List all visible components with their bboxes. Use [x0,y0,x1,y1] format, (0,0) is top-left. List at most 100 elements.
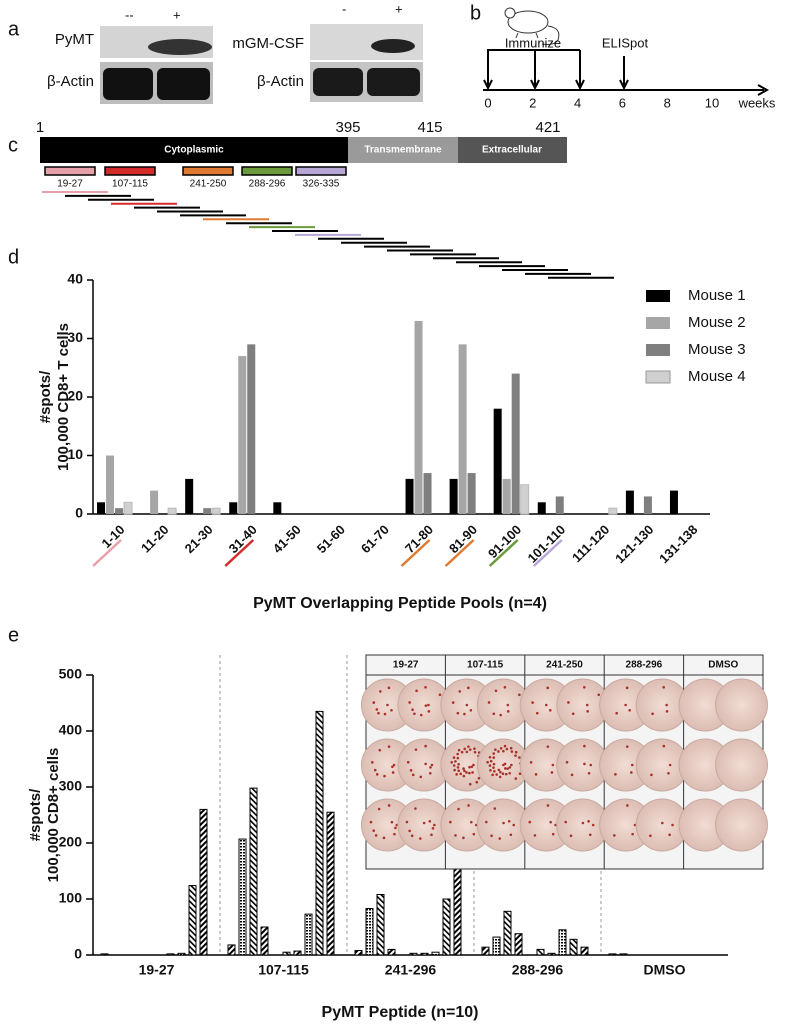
inset-header: 19-27 [393,660,419,671]
spot [467,804,470,807]
spot [489,759,493,763]
bar [420,952,429,956]
spot [472,832,476,836]
spot [554,823,557,827]
epitope [295,166,347,176]
spot [458,690,462,693]
spot [583,685,586,689]
epitope-label: 19-27 [57,179,83,190]
spot [531,701,534,704]
spot [428,819,432,823]
spot [505,747,509,751]
spot [415,689,418,693]
spot [628,708,631,712]
bar [273,502,282,514]
spot [374,834,378,837]
spot [428,771,432,775]
spot [498,775,502,779]
spot [668,833,671,837]
bar [511,373,520,514]
spot [369,820,373,824]
spot [462,767,465,770]
spot [518,772,522,776]
x-tick-label: 51-60 [314,522,348,556]
spot [508,771,511,775]
spot [583,762,586,766]
legend-label: Mouse 2 [688,314,746,331]
spot [424,704,428,707]
spot [414,807,417,810]
spot [650,773,653,777]
category-underline [400,539,431,567]
spot [487,701,491,704]
bar [467,473,476,514]
y-tick-label: 500 [59,666,83,682]
epitope-label: 107-115 [112,179,148,190]
x-tick-label: 131-138 [656,522,700,566]
bar [547,952,556,956]
position-label: 421 [535,119,560,136]
spot [493,807,497,810]
bar [608,507,618,515]
bar [619,953,628,956]
legend-swatch [646,317,670,329]
spot [457,762,460,766]
spot [470,820,473,824]
spot [414,748,418,751]
bar [354,950,363,956]
x-tick-label: 121-130 [612,522,656,566]
inset-header: 288-296 [626,660,663,671]
spot [512,823,516,827]
spot [475,780,479,784]
spot [546,804,550,807]
legend-label: Mouse 4 [688,368,746,385]
bar [442,898,451,956]
domain [348,137,458,163]
spot [377,711,380,715]
panel-label: c [8,134,18,156]
epitope-label: 326-335 [303,179,340,190]
bar [414,320,423,514]
y-axis-label: #spots/ [37,370,54,423]
spot [499,746,503,750]
spot [492,766,495,769]
spot [510,750,514,753]
spot [544,703,548,707]
tick-label: 10 [705,95,719,110]
spot [506,703,510,707]
spot [462,836,465,840]
event-label: Immunize [505,35,561,50]
bar [227,944,236,956]
spot [485,820,488,824]
spot [406,760,410,764]
spot [492,756,496,759]
bar [97,502,106,514]
spot [451,701,455,704]
spot [471,771,474,774]
spot [452,764,456,767]
spot [587,819,590,823]
spot [518,693,521,697]
spot [667,771,670,775]
epitope [104,166,156,176]
bar [643,496,652,514]
spot [649,834,652,838]
tick-label: 8 [664,95,671,110]
y-tick-label: 0 [74,946,82,962]
spot [450,761,454,764]
spot [665,703,668,707]
legend-swatch [646,344,670,356]
well [715,738,769,792]
x-tick-label: 19-27 [139,962,175,978]
spot [469,708,473,712]
y-tick-label: 20 [67,388,83,404]
spot [394,826,397,830]
bar [167,507,177,515]
spot [534,773,538,776]
bar [376,894,385,956]
spot [503,744,507,748]
bar [423,473,432,514]
spot [510,763,513,767]
row-label: β-Actin [47,73,94,90]
bar [537,502,546,514]
